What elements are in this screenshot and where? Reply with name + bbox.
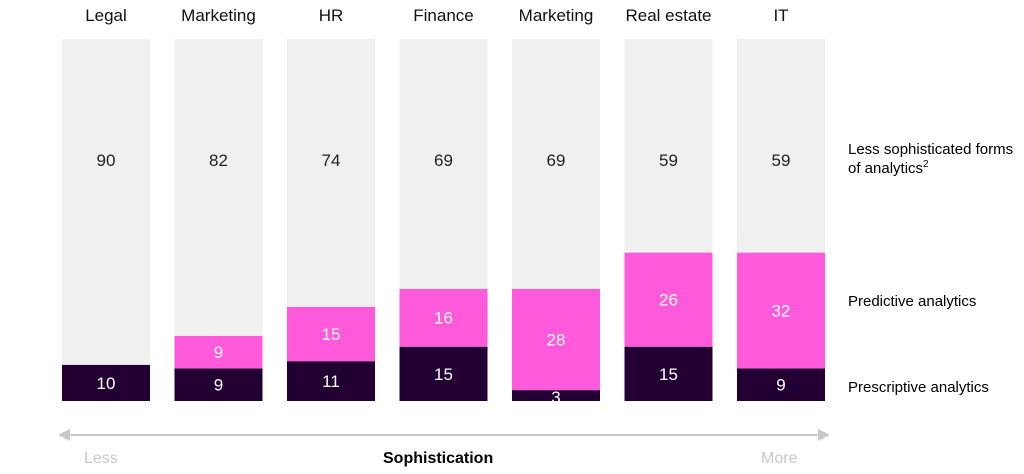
- value-label-predictive-hr-2: 15: [322, 325, 341, 344]
- bar-less-sophisticated-real-estate-5: [624, 39, 713, 253]
- bar-predictive-marketing-4: [512, 288, 600, 391]
- bars-layer: Legal 10 90 Marketing 9 9 82 HR 11 15 74 Finance 15 1…: [62, 6, 825, 407]
- category-label-hr-2: HR: [319, 6, 344, 25]
- bar-prescriptive-marketing-4: [512, 390, 600, 401]
- legend-less-sophisticated: Less sophisticated forms of analytics2: [848, 140, 1018, 178]
- value-label-less-sophisticated-legal-0: 90: [97, 151, 116, 170]
- bar-predictive-hr-2: [287, 306, 375, 362]
- legend-predictive: Predictive analytics: [848, 293, 977, 310]
- value-label-prescriptive-real-estate-5: 15: [659, 365, 678, 384]
- bar-predictive-finance-3: [399, 288, 488, 347]
- bar-prescriptive-hr-2: [287, 361, 375, 401]
- value-label-prescriptive-marketing-4: 3: [551, 388, 560, 407]
- value-label-predictive-marketing-1: 9: [214, 343, 223, 362]
- bar-predictive-real-estate-5: [624, 252, 713, 347]
- value-label-less-sophisticated-hr-2: 74: [322, 151, 341, 170]
- value-label-prescriptive-it-6: 9: [776, 376, 785, 395]
- value-label-less-sophisticated-it-6: 59: [772, 151, 791, 170]
- axis-less-label: Less: [84, 450, 118, 467]
- value-label-predictive-it-6: 32: [772, 302, 791, 321]
- bar-less-sophisticated-hr-2: [287, 39, 375, 307]
- bar-prescriptive-legal-0: [62, 364, 150, 401]
- bar-prescriptive-real-estate-5: [624, 346, 713, 401]
- bar-prescriptive-marketing-1: [174, 368, 263, 401]
- value-label-prescriptive-legal-0: 10: [97, 374, 116, 393]
- bar-less-sophisticated-marketing-4: [512, 39, 600, 289]
- category-label-legal-0: Legal: [85, 6, 127, 25]
- category-label-real-estate-5: Real estate: [626, 6, 712, 25]
- bar-predictive-it-6: [737, 252, 825, 369]
- value-label-predictive-real-estate-5: 26: [659, 291, 678, 310]
- bar-prescriptive-finance-3: [399, 346, 488, 401]
- value-label-less-sophisticated-real-estate-5: 59: [659, 151, 678, 170]
- bar-less-sophisticated-legal-0: [62, 39, 150, 365]
- axis-more-label: More: [761, 450, 798, 467]
- category-label-finance-3: Finance: [413, 6, 473, 25]
- value-label-predictive-marketing-4: 28: [547, 330, 566, 349]
- value-label-prescriptive-hr-2: 11: [322, 372, 340, 391]
- arrow-right-head: [818, 429, 830, 441]
- value-label-less-sophisticated-finance-3: 69: [434, 151, 453, 170]
- x-axis-title: Sophistication: [383, 450, 494, 467]
- bar-less-sophisticated-marketing-1: [174, 39, 263, 336]
- category-label-it-6: IT: [773, 6, 788, 25]
- bar-predictive-marketing-1: [174, 335, 263, 369]
- legend-less-sophisticated-text: Less sophisticated forms of analytics: [848, 141, 1014, 177]
- bar-prescriptive-it-6: [737, 368, 825, 401]
- value-label-prescriptive-finance-3: 15: [434, 365, 453, 384]
- category-label-marketing-4: Marketing: [519, 6, 594, 25]
- sophistication-arrow: [58, 429, 830, 441]
- category-label-marketing-1: Marketing: [181, 6, 256, 25]
- bar-less-sophisticated-it-6: [737, 39, 825, 253]
- legend-prescriptive: Prescriptive analytics: [848, 379, 989, 396]
- value-label-prescriptive-marketing-1: 9: [214, 376, 223, 395]
- value-label-less-sophisticated-marketing-1: 82: [209, 151, 228, 170]
- bar-less-sophisticated-finance-3: [399, 39, 488, 289]
- arrow-left-head: [58, 429, 70, 441]
- legend-footnote-marker: 2: [923, 159, 929, 170]
- value-label-less-sophisticated-marketing-4: 69: [547, 151, 566, 170]
- value-label-predictive-finance-3: 16: [434, 309, 453, 328]
